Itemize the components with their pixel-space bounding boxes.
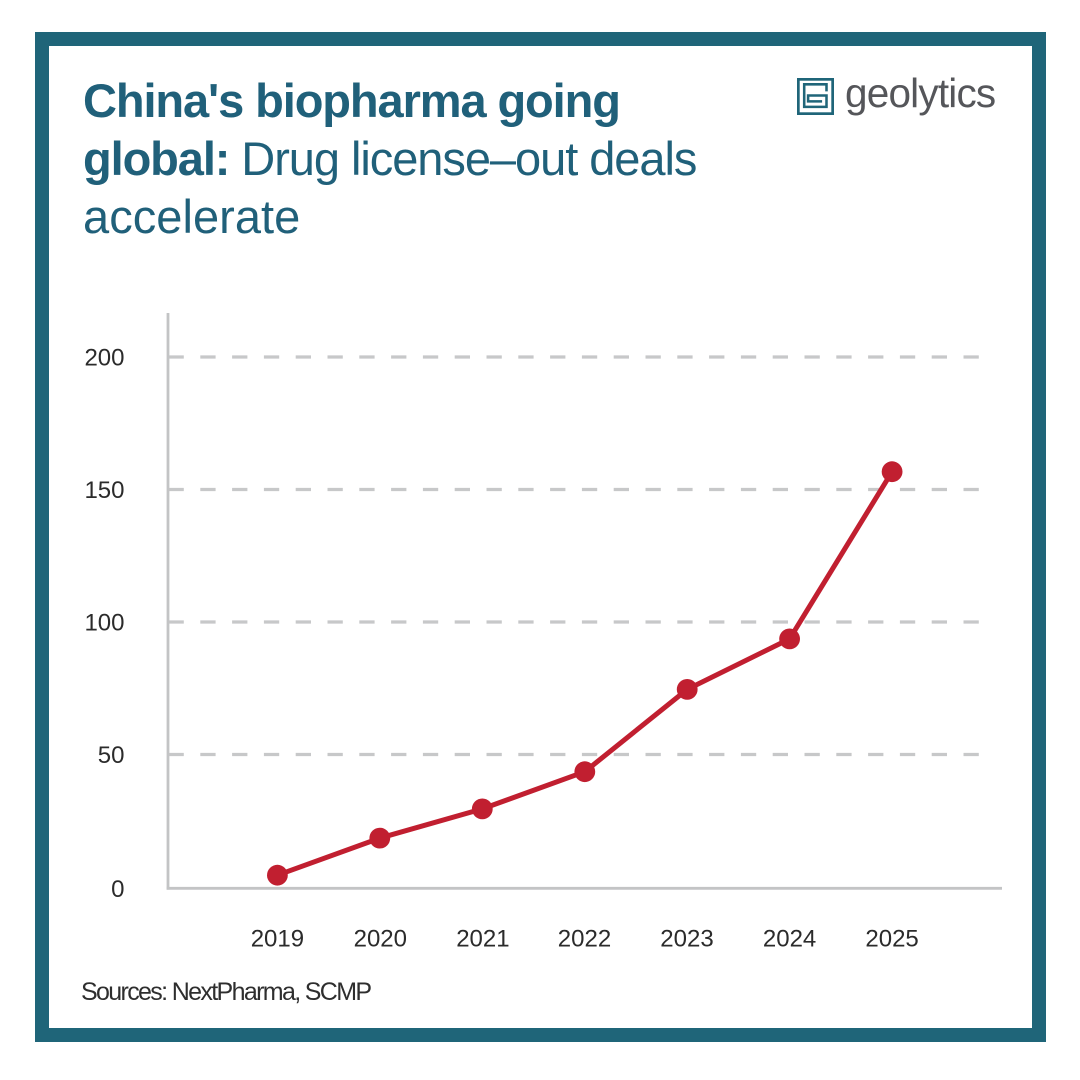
svg-text:2024: 2024 xyxy=(763,926,816,953)
svg-text:2020: 2020 xyxy=(354,926,407,953)
svg-text:150: 150 xyxy=(84,477,124,504)
svg-text:100: 100 xyxy=(84,610,124,637)
svg-text:2022: 2022 xyxy=(558,926,611,953)
svg-text:2023: 2023 xyxy=(660,926,713,953)
svg-text:0: 0 xyxy=(111,876,124,903)
svg-text:50: 50 xyxy=(98,742,125,769)
svg-text:2025: 2025 xyxy=(865,926,918,953)
svg-text:2021: 2021 xyxy=(456,926,509,953)
svg-text:2019: 2019 xyxy=(251,926,304,953)
svg-text:200: 200 xyxy=(84,345,124,372)
